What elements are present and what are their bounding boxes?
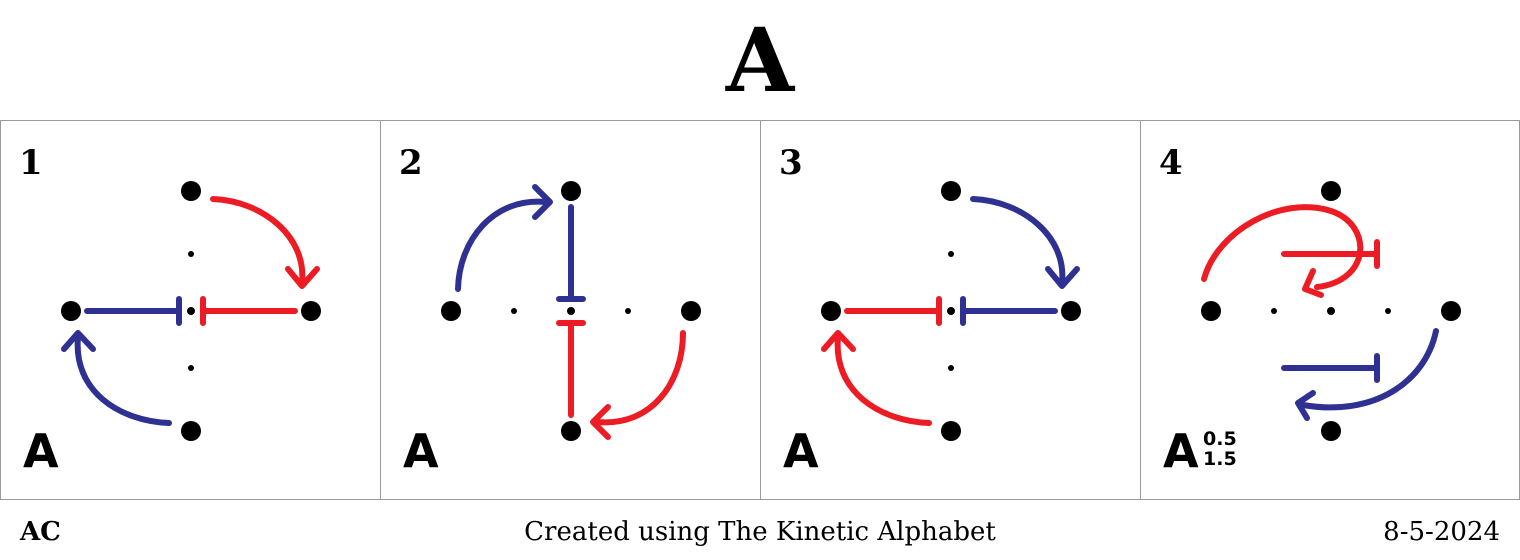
grid-point-west [821, 301, 841, 321]
turns-top: 0.5 [1203, 428, 1237, 450]
date-text: 8-5-2024 [1383, 517, 1500, 547]
grid-point-north [561, 181, 581, 201]
grid-point-west [61, 301, 81, 321]
red-arrow-head [285, 266, 320, 289]
beat-grid: 1 A 2 A [0, 120, 1520, 500]
blue-staff [556, 204, 586, 302]
red-arrow-head [590, 404, 611, 440]
grid-point-minor [625, 308, 631, 314]
grid-point-minor [948, 251, 954, 257]
blue-arrow-head [1045, 266, 1080, 289]
red-motion-arrow [1201, 204, 1364, 290]
blue-motion-arrow [74, 334, 172, 426]
grid-point-minor [188, 365, 194, 371]
red-staff [200, 296, 298, 326]
letter-label: A [783, 424, 819, 478]
grid-point-south [561, 421, 581, 441]
blue-staff [1281, 353, 1380, 383]
grid-dots [1201, 181, 1461, 441]
blue-arrow-head [61, 330, 96, 352]
grid-point-minor [948, 365, 954, 371]
blue-motion-arrow [455, 198, 549, 292]
grid-point-minor [1385, 308, 1391, 314]
red-motion-arrow [834, 334, 932, 426]
grid-point-minor [1271, 308, 1277, 314]
red-staff [556, 320, 586, 418]
red-arrow-head [1302, 268, 1324, 298]
grid-point-east [681, 301, 701, 321]
author-initials: AC [20, 517, 61, 547]
grid-point-south [181, 421, 201, 441]
page-title: A [725, 8, 795, 112]
beat-diagram-1 [61, 181, 321, 441]
grid-point-east [1061, 301, 1081, 321]
red-motion-arrow [210, 196, 306, 286]
grid-point-north [941, 181, 961, 201]
letter-label: A [23, 424, 59, 478]
beat-number: 1 [19, 143, 43, 183]
blue-arrow-head [532, 184, 553, 220]
blue-motion-arrow [970, 196, 1066, 286]
red-motion-arrow [594, 330, 686, 426]
grid-dots [441, 181, 701, 441]
turns-bottom: 1.5 [1203, 448, 1237, 470]
beat-diagram-4 [1201, 181, 1461, 441]
beat-diagram-3 [821, 181, 1081, 441]
credit-text: Created using The Kinetic Alphabet [524, 517, 996, 547]
grid-point-south [941, 421, 961, 441]
grid-point-south [1321, 421, 1341, 441]
grid-point-west [1201, 301, 1221, 321]
letter-label: A [403, 424, 439, 478]
red-arrow-head [821, 330, 856, 352]
blue-motion-arrow [1300, 328, 1439, 411]
beat-number: 2 [399, 143, 423, 183]
beat-panel-3: 3 A [760, 120, 1140, 500]
blue-arrow-head [1295, 390, 1316, 421]
letter-label: A [1163, 424, 1199, 478]
grid-point-north [1321, 181, 1341, 201]
center-point [1327, 307, 1335, 315]
center-point [947, 307, 955, 315]
beat-number: 4 [1159, 143, 1183, 183]
grid-point-minor [511, 308, 517, 314]
blue-staff [84, 296, 182, 326]
grid-point-minor [188, 251, 194, 257]
beat-number: 3 [779, 143, 803, 183]
center-point [187, 307, 195, 315]
turns-label: 0.5 1.5 [1203, 429, 1237, 469]
grid-point-east [301, 301, 321, 321]
grid-point-east [1441, 301, 1461, 321]
beat-diagram-2 [441, 181, 701, 441]
center-point [567, 307, 575, 315]
red-staff [844, 296, 942, 326]
grid-point-north [181, 181, 201, 201]
beat-panel-2: 2 A [380, 120, 760, 500]
beat-panel-1: 1 A [0, 120, 380, 500]
blue-staff [960, 296, 1058, 326]
grid-point-west [441, 301, 461, 321]
grid-dots [821, 181, 1081, 441]
beat-panel-4: 4 A 0.5 1.5 [1140, 120, 1520, 500]
